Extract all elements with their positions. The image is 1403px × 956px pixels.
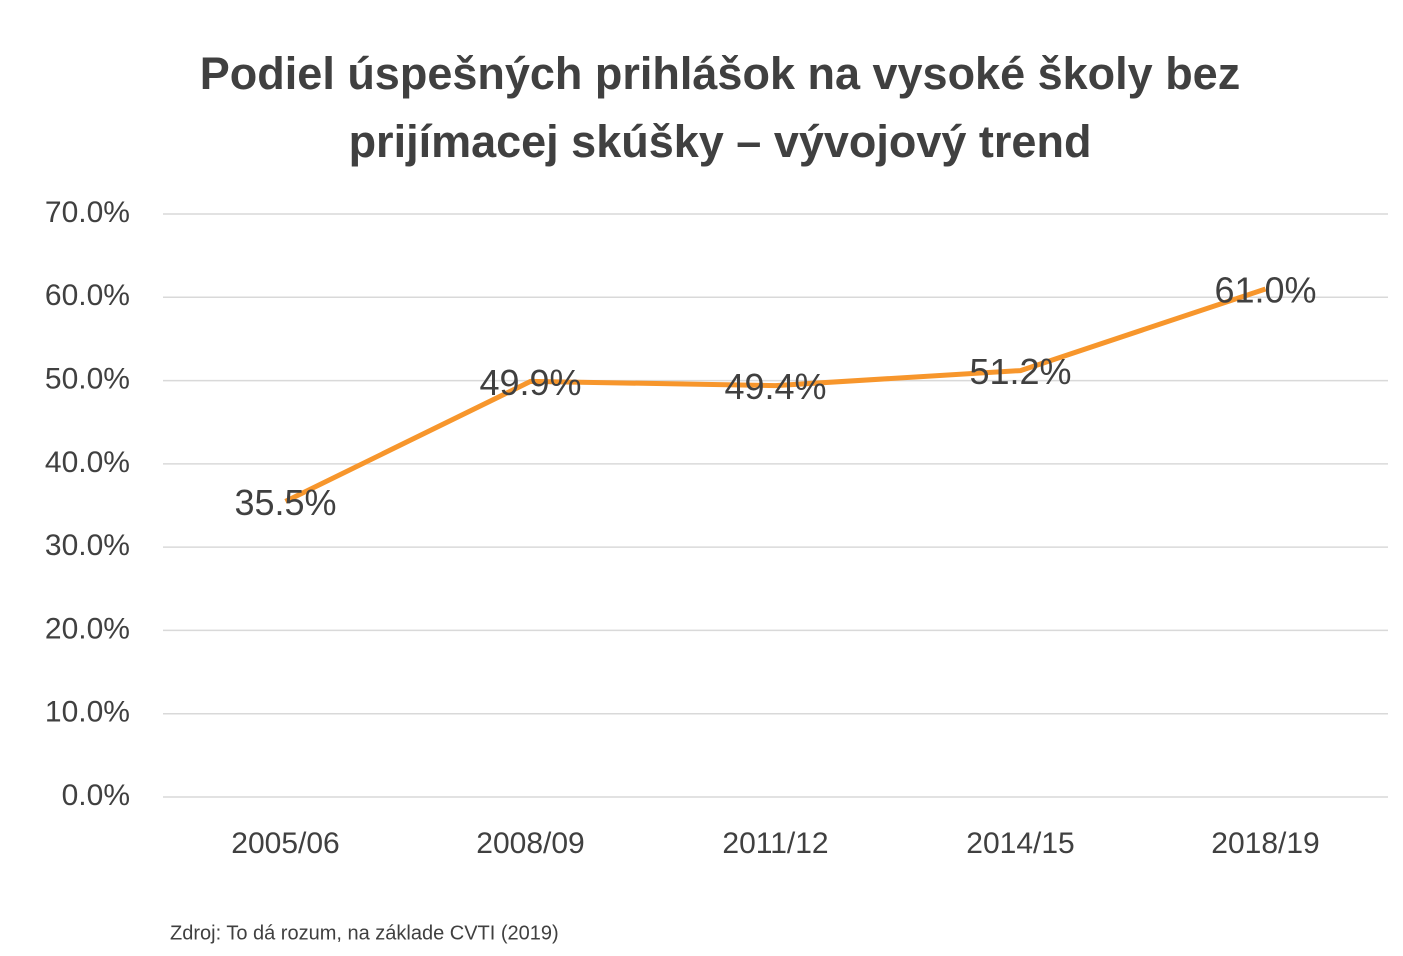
x-tick-label: 2014/15 (966, 827, 1074, 860)
data-label: 49.4% (724, 366, 826, 407)
data-label: 61.0% (1214, 269, 1316, 310)
line (284, 286, 1267, 504)
x-tick-label: 2005/06 (231, 827, 339, 860)
chart-title: Podiel úspešných prihlášok na vysoké ško… (199, 48, 1241, 167)
y-tick-label: 10.0% (45, 696, 130, 729)
source-note: Zdroj: To dá rozum, na základe CVTI (201… (170, 922, 559, 944)
y-tick-label: 60.0% (45, 279, 130, 312)
x-tick-label: 2018/19 (1211, 827, 1319, 860)
data-label: 51.2% (969, 351, 1071, 392)
x-tick-label: 2008/09 (476, 827, 584, 860)
y-tick-label: 40.0% (45, 446, 130, 479)
y-tick-label: 0.0% (62, 779, 130, 812)
y-tick-label: 20.0% (45, 612, 130, 645)
y-tick-label: 30.0% (45, 529, 130, 562)
data-label: 49.9% (479, 362, 581, 403)
x-tick-label: 2011/12 (722, 827, 828, 860)
y-tick-label: 70.0% (45, 196, 130, 229)
data-label: 35.5% (234, 482, 336, 523)
y-tick-label: 50.0% (45, 362, 130, 395)
